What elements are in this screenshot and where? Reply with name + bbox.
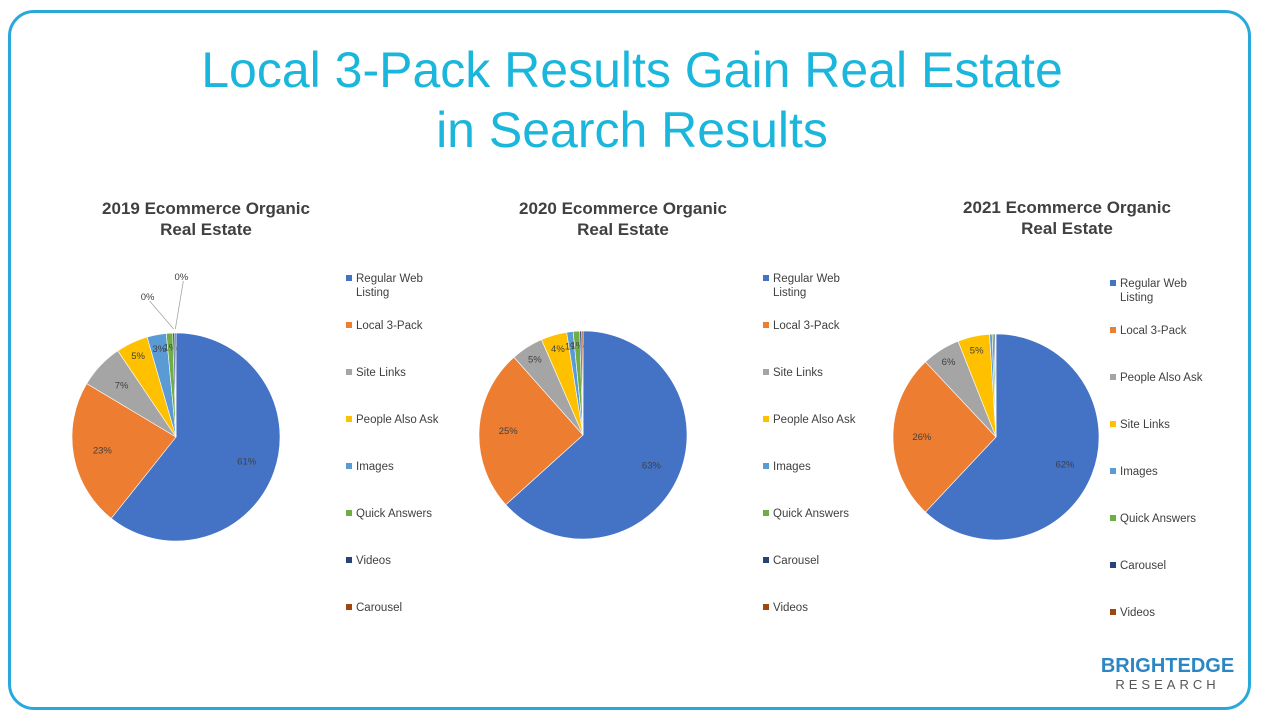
- data-label-site-links: 5%: [970, 346, 984, 357]
- legend-label: Images: [356, 461, 394, 473]
- data-label-site-links: 7%: [115, 381, 129, 392]
- data-label-images: 1%: [565, 341, 579, 352]
- data-label-images: 3%: [152, 344, 166, 355]
- legend-swatch: [763, 463, 769, 469]
- legend-swatch: [1110, 515, 1116, 521]
- chart-title: 2019 Ecommerce Organic Real Estate: [76, 198, 336, 240]
- legend-label: People Also Ask: [1120, 372, 1203, 384]
- brand-subtitle: RESEARCH: [1115, 677, 1220, 692]
- legend-swatch: [1110, 562, 1116, 568]
- legend-label: People Also Ask: [773, 414, 856, 426]
- pie-chart-2021: 2021 Ecommerce Organic Real Estate 62% 26…: [892, 190, 1268, 630]
- slide-frame: [8, 10, 1251, 710]
- legend-swatch: [763, 510, 769, 516]
- legend-swatch: [763, 557, 769, 563]
- chart-title-line-2: Real Estate: [160, 220, 252, 239]
- pie-slice-regular-web-listing: [505, 330, 688, 540]
- data-label-regular-web-listing: 62%: [1055, 459, 1075, 470]
- legend-swatch: [763, 322, 769, 328]
- data-label-regular-web-listing: 61%: [237, 457, 257, 468]
- chart-title-line-2: Real Estate: [1021, 219, 1113, 238]
- pie-plot: 63%25%5%4% 1%1%: [478, 330, 688, 540]
- brightedge-logo: BRIGHTEDGE RESEARCH: [1100, 655, 1235, 692]
- chart-title: 2020 Ecommerce Organic Real Estate: [493, 198, 753, 240]
- legend-label: Images: [773, 461, 811, 473]
- legend-swatch: [763, 369, 769, 375]
- legend-swatch: [346, 369, 352, 375]
- legend-label: Images: [1120, 466, 1158, 478]
- legend-label: Site Links: [356, 367, 406, 379]
- data-label-carousel: 0%: [174, 272, 188, 283]
- chart-title-line-2: Real Estate: [577, 220, 669, 239]
- legend-swatch: [1110, 609, 1116, 615]
- legend-swatch: [346, 463, 352, 469]
- data-label-site-links: 5%: [528, 355, 542, 366]
- legend-swatch: [763, 416, 769, 422]
- legend-label: Local 3-Pack: [356, 320, 423, 332]
- data-label-videos: 0%: [141, 292, 155, 303]
- legend-label: Carousel: [356, 602, 403, 614]
- legend-swatch: [346, 416, 352, 422]
- pie-slice-regular-web-listing: [925, 333, 1100, 541]
- legend-label: Regular Web Listing: [356, 273, 423, 299]
- chart-title-line-1: 2019 Ecommerce Organic: [102, 199, 310, 218]
- leader-line-carousel: [174, 280, 184, 330]
- legend-label: Quick Answers: [1120, 513, 1197, 525]
- legend-label: Videos: [1120, 607, 1155, 619]
- pie-chart-2019: 2019 Ecommerce Organic Real Estate 61% 23…: [60, 190, 450, 630]
- legend-swatch: [763, 275, 769, 281]
- legend-label: Site Links: [1120, 419, 1170, 431]
- brand-name: BRIGHTEDGE: [1100, 655, 1235, 677]
- legend-label: Carousel: [1120, 560, 1167, 572]
- data-label-quick-answers: 1%: [570, 341, 584, 352]
- slide-title-line-2: in Search Results: [436, 102, 828, 158]
- legend-swatch: [346, 510, 352, 516]
- legend-swatch: [1110, 374, 1116, 380]
- slide-title: Local 3-Pack Results Gain Real Estate in…: [0, 40, 1264, 160]
- legend-label: Regular Web Listing: [773, 273, 840, 299]
- data-label-quick-answers: 1%: [164, 343, 178, 354]
- legend-swatch: [763, 604, 769, 610]
- legend-label: People Also Ask: [356, 414, 439, 426]
- legend-swatch: [346, 322, 352, 328]
- data-label-regular-web-listing: 63%: [642, 460, 662, 471]
- data-label-local-3-pack: 23%: [93, 445, 113, 456]
- pie-plot: 62% 26% 6% 5%: [892, 333, 1100, 541]
- legend-label: Local 3-Pack: [1120, 325, 1187, 337]
- chart-title-line-1: 2020 Ecommerce Organic: [519, 199, 727, 218]
- legend-label: Carousel: [773, 555, 820, 567]
- legend-swatch: [346, 604, 352, 610]
- pie-slice-carousel: [174, 332, 177, 438]
- legend-label: Videos: [356, 555, 391, 567]
- legend-swatch: [1110, 280, 1116, 286]
- legend-label: Quick Answers: [773, 508, 850, 520]
- legend-label: Regular Web Listing: [1120, 278, 1187, 304]
- pie-slice-local-3-pack: [478, 356, 584, 506]
- pie-slice-videos: [995, 333, 997, 438]
- pie-slice-regular-web-listing: [110, 332, 281, 542]
- pie-chart-2020: 2020 Ecommerce Organic Real Estate 63% 25…: [477, 190, 867, 630]
- legend-swatch: [346, 557, 352, 563]
- chart-title-line-1: 2021 Ecommerce Organic: [963, 198, 1171, 217]
- legend-label: Quick Answers: [356, 508, 433, 520]
- legend-swatch: [1110, 327, 1116, 333]
- data-label-people-also-ask: 4%: [551, 344, 565, 355]
- legend-swatch: [346, 275, 352, 281]
- data-label-people-also-ask: 6%: [942, 357, 956, 368]
- legend-swatch: [1110, 421, 1116, 427]
- data-label-local-3-pack: 25%: [499, 426, 519, 437]
- legend-label: Videos: [773, 602, 808, 614]
- chart-title: 2021 Ecommerce Organic Real Estate: [937, 197, 1197, 239]
- legend-label: Local 3-Pack: [773, 320, 840, 332]
- leader-line-videos: [149, 300, 174, 330]
- legend-swatch: [1110, 468, 1116, 474]
- pie-slice-local-3-pack: [71, 383, 177, 519]
- data-label-people-also-ask: 5%: [131, 351, 145, 362]
- slide-title-line-1: Local 3-Pack Results Gain Real Estate: [201, 42, 1063, 98]
- pie-slice-videos: [581, 330, 584, 436]
- data-label-local-3-pack: 26%: [912, 432, 932, 443]
- legend-label: Site Links: [773, 367, 823, 379]
- pie-slice-local-3-pack: [892, 361, 997, 513]
- pie-plot: 61% 23% 7% 5% 3%1% 0% 0%: [71, 272, 281, 542]
